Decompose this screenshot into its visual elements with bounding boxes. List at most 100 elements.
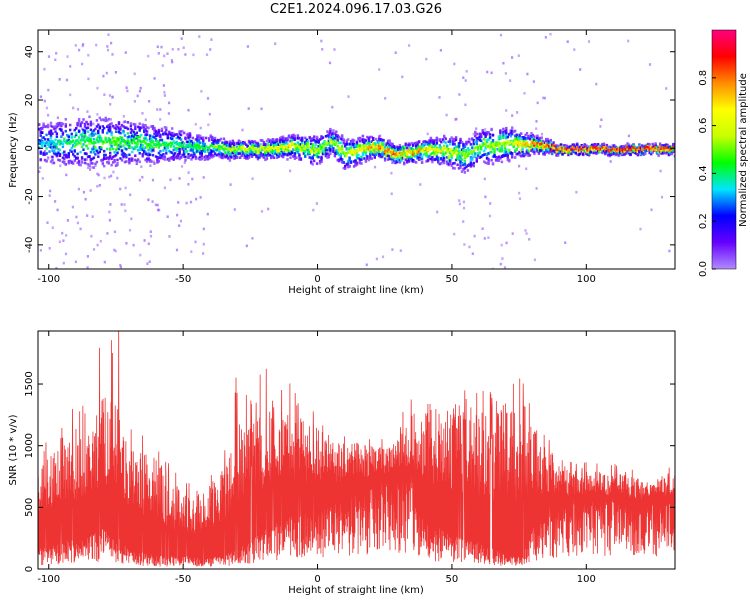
heatmap-core — [524, 142, 527, 146]
heatmap-speckle — [141, 112, 144, 115]
heatmap-cell — [177, 153, 180, 156]
heatmap-cell — [166, 133, 169, 137]
heatmap-core — [370, 145, 373, 149]
heatmap-core — [391, 151, 394, 155]
heatmap-speckle — [245, 244, 248, 248]
heatmap-cell — [515, 152, 518, 156]
heatmap-cell — [378, 143, 381, 146]
heatmap-speckle — [453, 232, 456, 236]
heatmap-cell — [378, 135, 381, 138]
heatmap-cell — [202, 140, 205, 143]
heatmap-core — [450, 150, 453, 153]
heatmap-cell — [641, 151, 644, 154]
heatmap-cell — [398, 160, 402, 164]
heatmap-cell — [517, 143, 520, 147]
heatmap-core — [315, 149, 319, 152]
heatmap-cell — [64, 118, 67, 121]
heatmap-cell — [197, 135, 201, 139]
heatmap-cell — [156, 161, 159, 164]
heatmap-cell — [113, 160, 116, 164]
heatmap-cell — [138, 152, 141, 155]
heatmap-core — [431, 148, 434, 151]
heatmap-cell — [537, 145, 541, 149]
heatmap-speckle — [129, 193, 132, 197]
heatmap-speckle — [210, 38, 213, 41]
heatmap-cell — [524, 137, 527, 140]
heatmap-cell — [184, 155, 187, 159]
heatmap-cell — [113, 154, 116, 158]
heatmap-core — [335, 142, 338, 145]
heatmap-core — [151, 140, 155, 144]
heatmap-cell — [107, 124, 110, 127]
heatmap-cell — [43, 144, 47, 147]
heatmap-cell — [163, 131, 167, 134]
heatmap-cell — [141, 148, 144, 152]
heatmap-speckle — [464, 103, 467, 107]
heatmap-cell — [514, 134, 517, 138]
heatmap-cell — [352, 153, 356, 156]
heatmap-cell — [129, 159, 133, 162]
heatmap-cell — [525, 137, 529, 140]
heatmap-cell — [505, 148, 508, 152]
heatmap-cell — [228, 152, 232, 156]
heatmap-cell — [58, 143, 62, 146]
heatmap-cell — [549, 141, 552, 144]
heatmap-cell — [57, 151, 60, 154]
heatmap-core — [88, 139, 91, 142]
heatmap-cell — [101, 118, 104, 121]
heatmap-core — [413, 149, 416, 153]
heatmap-speckle — [573, 48, 576, 51]
heatmap-cell — [573, 144, 576, 147]
heatmap-cell — [268, 140, 271, 143]
heatmap-cell — [599, 144, 603, 148]
heatmap-cell — [151, 135, 155, 138]
heatmap-cell — [379, 138, 382, 142]
heatmap-cell — [667, 146, 671, 150]
heatmap-cell — [441, 154, 444, 158]
heatmap-cell — [497, 135, 501, 138]
heatmap-cell — [382, 153, 385, 156]
heatmap-core — [287, 143, 291, 147]
heatmap-cell — [230, 141, 233, 145]
heatmap-core — [558, 147, 561, 150]
heatmap-cell — [85, 144, 88, 148]
heatmap-cell — [672, 148, 675, 151]
heatmap-cell — [264, 158, 267, 162]
heatmap-cell — [236, 145, 239, 149]
heatmap-cell — [122, 154, 125, 158]
heatmap-cell — [308, 156, 311, 159]
heatmap-cell — [178, 152, 181, 156]
heatmap-speckle — [86, 214, 89, 217]
heatmap-cell — [209, 152, 212, 155]
heatmap-cell — [148, 137, 152, 141]
heatmap-cell — [315, 140, 319, 143]
heatmap-cell — [444, 151, 447, 155]
heatmap-cell — [462, 163, 465, 167]
heatmap-cell — [407, 159, 410, 162]
heatmap-cell — [545, 148, 548, 152]
heatmap-core — [484, 143, 487, 147]
heatmap-speckle — [486, 70, 489, 74]
heatmap-cell — [349, 140, 353, 143]
heatmap-core — [629, 148, 632, 152]
x-tick-label: -50 — [175, 574, 191, 585]
heatmap-cell — [259, 148, 263, 151]
heatmap-cell — [490, 159, 493, 162]
heatmap-core — [268, 146, 271, 149]
heatmap-cell — [658, 150, 662, 153]
heatmap-cell — [67, 160, 70, 163]
heatmap-cell — [160, 138, 164, 142]
heatmap-cell — [386, 139, 390, 143]
colorbar-tick-label: 0.8 — [698, 70, 709, 86]
heatmap-cell — [583, 149, 586, 152]
heatmap-cell — [107, 157, 110, 161]
heatmap-cell — [143, 148, 146, 151]
heatmap-core — [305, 145, 308, 149]
heatmap-core — [69, 140, 72, 143]
heatmap-core — [314, 148, 317, 151]
heatmap-cell — [313, 153, 316, 156]
heatmap-core — [444, 147, 447, 150]
heatmap-cell — [358, 139, 362, 143]
heatmap-speckle — [659, 169, 662, 173]
heatmap-speckle — [178, 177, 181, 180]
